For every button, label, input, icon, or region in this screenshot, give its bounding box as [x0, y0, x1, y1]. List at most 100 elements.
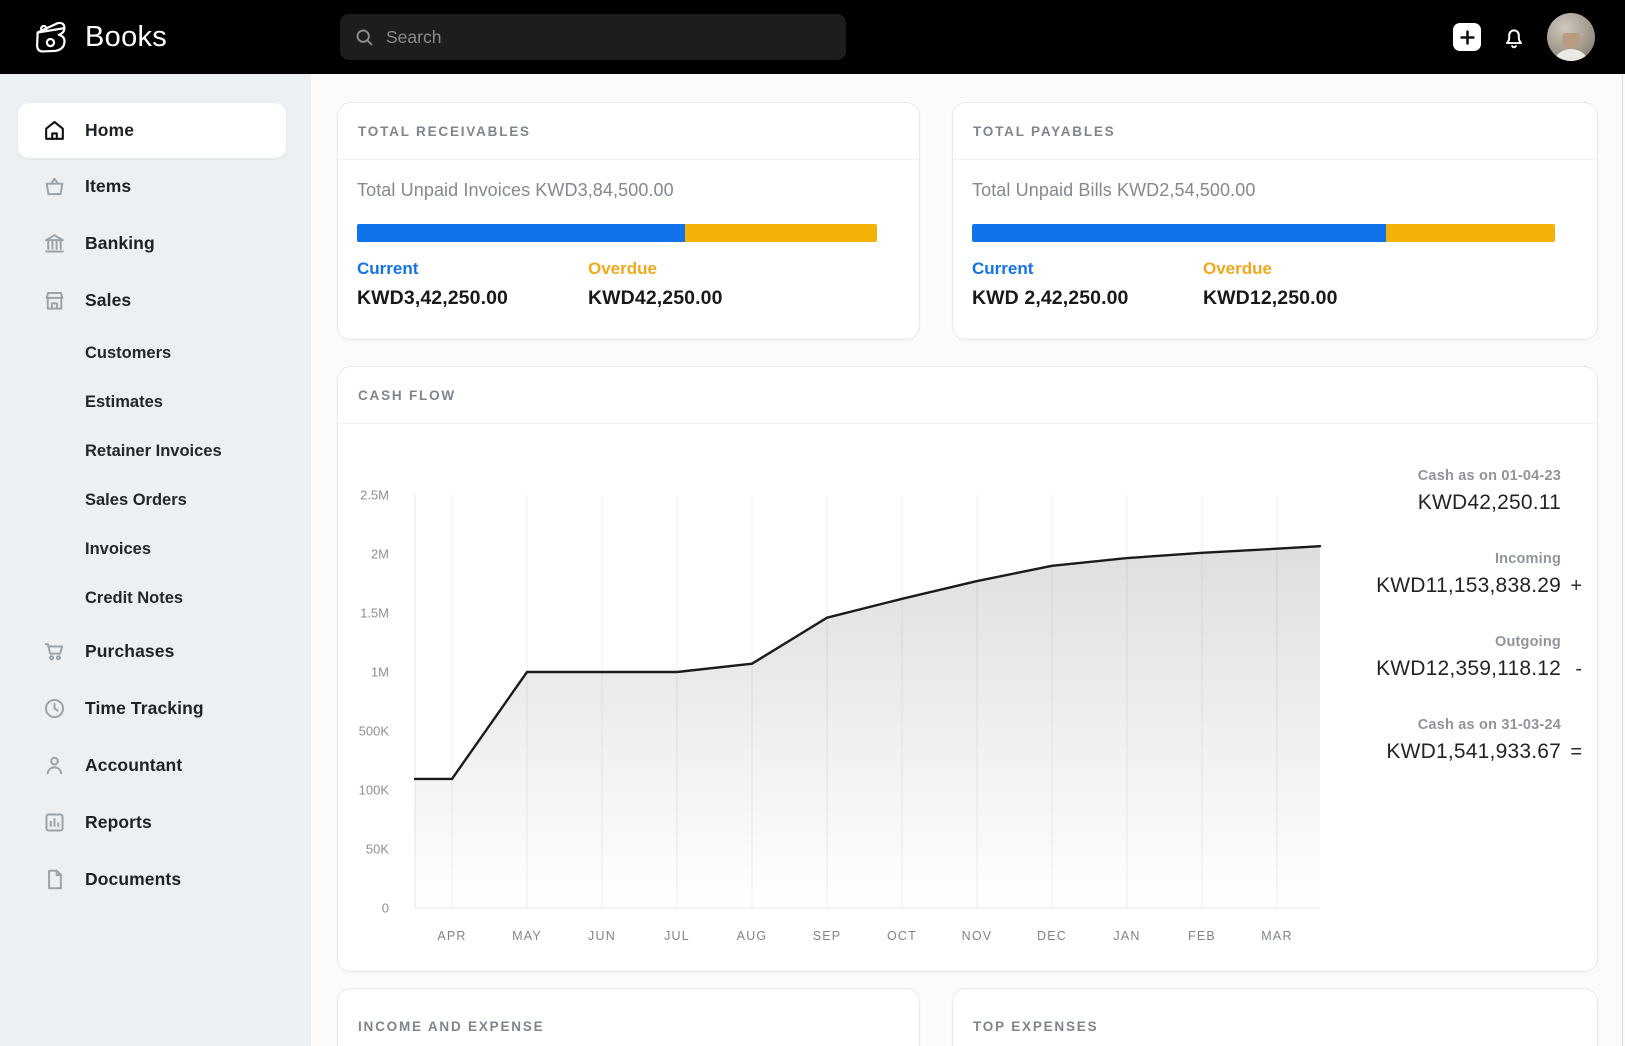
- sidebar-item-purchases[interactable]: Purchases: [0, 623, 311, 680]
- receivables-progress-bar: [357, 224, 877, 242]
- document-icon: [42, 867, 67, 892]
- stat-label: Cash as on 01-04-23: [1417, 468, 1561, 484]
- sidebar-item-documents[interactable]: Documents: [0, 851, 311, 908]
- report-icon: [42, 810, 67, 835]
- cash-flow-stat-1: Incoming KWD11,153,838.29 +: [1334, 551, 1582, 598]
- sidebar-item-customers[interactable]: Customers: [0, 329, 311, 378]
- top-expenses-title: TOP EXPENSES: [973, 1019, 1099, 1034]
- payables-progress-bar: [972, 224, 1555, 242]
- receivables-overdue-value: KWD42,250.00: [588, 287, 723, 309]
- cash-flow-card: CASH FLOW 0 50K 100K 500K 1M 1.5M 2M 2.5M APR MAY…: [337, 366, 1598, 972]
- sidebar-item-label: Documents: [85, 869, 182, 889]
- stat-operator: +: [1570, 574, 1582, 597]
- brand[interactable]: Books: [0, 17, 167, 57]
- payables-title: TOTAL PAYABLES: [973, 123, 1116, 139]
- sidebar-item-label: Customers: [85, 344, 172, 362]
- x-tick-label: MAY: [512, 929, 542, 943]
- sidebar-item-reports[interactable]: Reports: [0, 794, 311, 851]
- x-tick-label: SEP: [813, 929, 842, 943]
- sidebar-item-label: Purchases: [85, 641, 175, 661]
- quick-create-button[interactable]: [1453, 23, 1481, 51]
- notifications-button[interactable]: [1500, 23, 1528, 51]
- x-tick-label: JUN: [588, 929, 616, 943]
- receivables-overdue-label: Overdue: [588, 259, 657, 278]
- sidebar-item-label: Time Tracking: [85, 698, 204, 718]
- bell-icon: [1506, 29, 1522, 49]
- sidebar-item-sales-orders[interactable]: Sales Orders: [0, 476, 311, 525]
- search-input[interactable]: [386, 26, 832, 48]
- receivables-current-value: KWD3,42,250.00: [357, 287, 508, 309]
- sidebar-item-retainer-invoices[interactable]: Retainer Invoices: [0, 427, 311, 476]
- x-tick-label: NOV: [962, 929, 993, 943]
- payables-overdue-label: Overdue: [1203, 259, 1272, 278]
- stat-value: KWD1,541,933.67: [1386, 740, 1561, 763]
- sidebar-item-estimates[interactable]: Estimates: [0, 378, 311, 427]
- payables-subtitle: Total Unpaid Bills KWD2,54,500.00: [972, 180, 1256, 200]
- total-payables-card: TOTAL PAYABLES Total Unpaid Bills KWD2,5…: [952, 102, 1598, 340]
- y-tick-label: 1M: [371, 665, 389, 680]
- receivables-subtitle: Total Unpaid Invoices KWD3,84,500.00: [357, 180, 674, 200]
- y-tick-label: 100K: [359, 783, 390, 798]
- top-expenses-card-header: TOP EXPENSES: [953, 998, 1597, 1046]
- cash-flow-chart[interactable]: 0 50K 100K 500K 1M 1.5M 2M 2.5M APR MAY JUN JUL AUG S…: [338, 424, 1334, 972]
- stat-operator: -: [1575, 657, 1582, 680]
- brand-name: Books: [85, 20, 168, 53]
- income-expense-card-header: INCOME AND EXPENSE: [338, 998, 919, 1046]
- sidebar-item-label: Accountant: [85, 755, 183, 775]
- x-tick-label: APR: [437, 929, 466, 943]
- sidebar: Home Items Banking Sales Customers Estimates R…: [0, 74, 311, 1046]
- y-tick-label: 50K: [366, 842, 389, 857]
- sidebar-item-label: Sales: [85, 290, 132, 310]
- receivables-bar-current: [357, 224, 685, 242]
- cash-flow-stat-3: Cash as on 31-03-24 KWD1,541,933.67 =: [1334, 717, 1582, 764]
- cash-flow-area: [415, 546, 1320, 908]
- stat-label: Incoming: [1494, 551, 1561, 567]
- payables-current-label: Current: [972, 259, 1034, 278]
- payables-current-value: KWD 2,42,250.00: [972, 287, 1129, 309]
- x-tick-label: JUL: [664, 929, 690, 943]
- sidebar-item-banking[interactable]: Banking: [0, 215, 311, 272]
- global-search[interactable]: [340, 14, 846, 60]
- receivables-bar-overdue: [684, 224, 877, 242]
- receivables-current-label: Current: [357, 259, 419, 278]
- income-expense-card: INCOME AND EXPENSE: [337, 988, 920, 1046]
- user-avatar[interactable]: [1547, 13, 1595, 61]
- sidebar-item-items[interactable]: Items: [0, 158, 311, 215]
- x-tick-label: DEC: [1037, 929, 1067, 943]
- plus-icon: [1459, 29, 1475, 45]
- sidebar-item-label: Home: [85, 120, 135, 140]
- sidebar-item-label: Invoices: [85, 540, 152, 558]
- payables-overdue-value: KWD12,250.00: [1203, 287, 1338, 309]
- receivables-title: TOTAL RECEIVABLES: [358, 123, 531, 139]
- sidebar-item-sales[interactable]: Sales: [0, 272, 311, 329]
- x-tick-label: MAR: [1261, 929, 1292, 943]
- sidebar-item-label: Reports: [85, 812, 152, 832]
- sidebar-item-time-tracking[interactable]: Time Tracking: [0, 680, 311, 737]
- cash-flow-line: [413, 544, 1322, 781]
- home-icon: [42, 118, 67, 143]
- search-icon: [354, 27, 375, 48]
- clock-icon: [42, 696, 67, 721]
- scrollbar-track[interactable]: [1622, 74, 1623, 1046]
- sidebar-item-invoices[interactable]: Invoices: [0, 525, 311, 574]
- sidebar-item-label: Estimates: [85, 393, 163, 411]
- cash-flow-chart-svg: 0 50K 100K 500K 1M 1.5M 2M 2.5M APR MAY JUN JUL AUG S…: [359, 488, 1322, 943]
- payables-bar-current: [972, 224, 1386, 242]
- sidebar-item-credit-notes[interactable]: Credit Notes: [0, 574, 311, 623]
- x-tick-label: FEB: [1188, 929, 1216, 943]
- cart-icon: [42, 639, 67, 664]
- bank-icon: [42, 231, 67, 256]
- income-expense-title: INCOME AND EXPENSE: [358, 1019, 545, 1034]
- stat-label: Outgoing: [1494, 634, 1561, 650]
- cash-flow-stats: Cash as on 01-04-23 KWD42,250.11 Incoming K…: [1334, 424, 1625, 972]
- topbar-actions: [1453, 0, 1595, 74]
- sidebar-item-accountant[interactable]: Accountant: [0, 737, 311, 794]
- sidebar-item-home[interactable]: Home: [18, 103, 286, 158]
- cash-flow-stat-0: Cash as on 01-04-23 KWD42,250.11: [1334, 468, 1582, 515]
- dashboard: TOTAL RECEIVABLES Total Unpaid Invoices …: [311, 74, 1625, 1046]
- cash-flow-stat-2: Outgoing KWD12,359,118.12-: [1334, 634, 1582, 681]
- receivables-card-header: TOTAL RECEIVABLES: [338, 103, 919, 160]
- y-tick-label: 500K: [359, 724, 390, 739]
- total-receivables-card: TOTAL RECEIVABLES Total Unpaid Invoices …: [337, 102, 920, 340]
- store-icon: [42, 288, 67, 313]
